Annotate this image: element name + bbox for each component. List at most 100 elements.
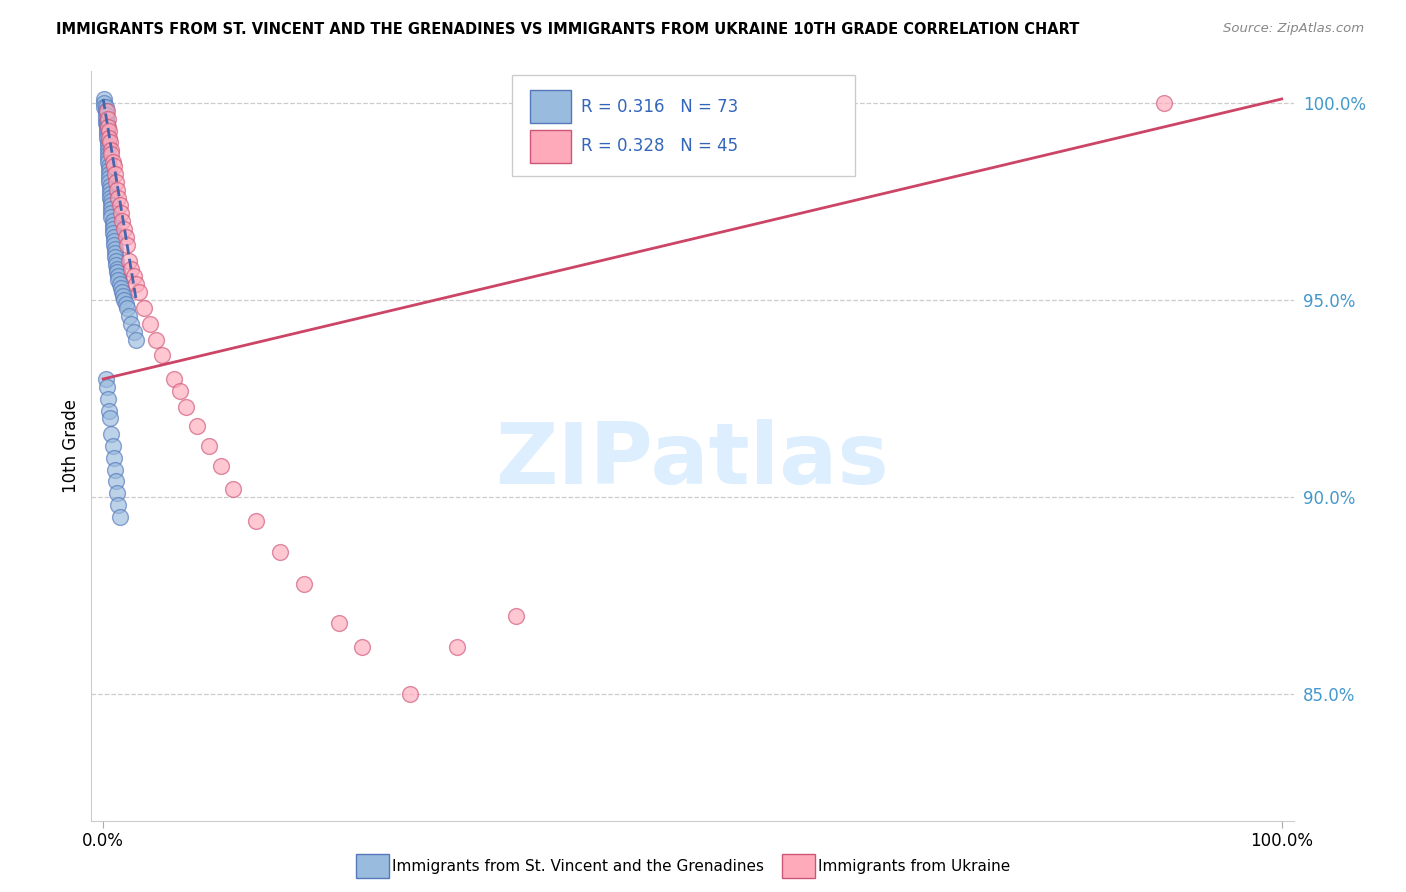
Point (97, 155, 120, 169)
Point (103, 238, 125, 252)
Point (105, 253, 128, 268)
Point (98, 186, 121, 201)
Point (105, 486, 128, 500)
Point (112, 289, 135, 303)
Point (120, 317, 143, 331)
Point (122, 269, 145, 284)
FancyBboxPatch shape (530, 130, 571, 162)
Point (96, 120, 118, 134)
Point (104, 250, 127, 264)
Point (107, 190, 129, 204)
Point (103, 230, 125, 244)
Point (93, 92, 115, 106)
Point (101, 226, 124, 240)
Point (97, 143, 120, 157)
Point (96, 131, 118, 145)
Point (98, 159, 121, 173)
Point (94, 112, 117, 126)
Point (169, 384, 191, 398)
Point (100, 198, 122, 212)
Point (98, 163, 121, 178)
Point (505, 608, 527, 623)
Point (139, 317, 162, 331)
Point (107, 498, 129, 512)
Point (104, 167, 127, 181)
Point (328, 616, 350, 631)
Point (103, 450, 125, 465)
Point (94, 100, 117, 114)
Point (98, 123, 121, 137)
Point (94, 115, 117, 129)
Point (103, 234, 125, 248)
Point (125, 333, 148, 347)
Point (97, 392, 120, 406)
Point (101, 439, 124, 453)
Point (107, 273, 129, 287)
Text: Immigrants from Ukraine: Immigrants from Ukraine (818, 859, 1011, 873)
Point (98, 136, 121, 150)
Point (104, 242, 127, 256)
Point (446, 640, 468, 654)
Text: Source: ZipAtlas.com: Source: ZipAtlas.com (1223, 22, 1364, 36)
Point (105, 475, 128, 489)
Point (93, 100, 115, 114)
Point (111, 285, 134, 300)
Point (112, 293, 135, 307)
Point (115, 301, 138, 315)
Point (96, 115, 118, 129)
Point (107, 269, 129, 284)
Point (114, 297, 136, 311)
Point (105, 261, 128, 276)
Point (103, 159, 125, 173)
Point (94, 103, 117, 118)
Point (128, 285, 150, 300)
Point (222, 483, 245, 497)
Point (100, 202, 122, 217)
Point (118, 309, 141, 323)
Point (111, 214, 134, 228)
Point (112, 222, 135, 236)
Point (186, 419, 208, 434)
Point (101, 218, 124, 232)
Point (174, 400, 197, 414)
Point (96, 380, 118, 394)
Point (125, 277, 148, 292)
Point (101, 222, 124, 236)
Point (110, 206, 132, 220)
Point (94, 372, 117, 386)
Point (98, 411, 121, 425)
Point (104, 463, 127, 477)
Point (98, 190, 121, 204)
Point (108, 198, 131, 212)
Point (100, 206, 122, 220)
Point (100, 147, 122, 161)
Point (97, 147, 120, 161)
Text: Immigrants from St. Vincent and the Grenadines: Immigrants from St. Vincent and the Gren… (392, 859, 765, 873)
Text: ZIPatlas: ZIPatlas (495, 419, 890, 502)
Point (108, 510, 131, 524)
Point (98, 167, 121, 181)
Y-axis label: 10th Grade: 10th Grade (62, 399, 80, 493)
Point (100, 143, 122, 157)
Point (118, 253, 141, 268)
Point (150, 348, 173, 362)
Text: R = 0.316   N = 73: R = 0.316 N = 73 (581, 97, 738, 116)
Point (114, 230, 136, 244)
Point (115, 238, 138, 252)
FancyBboxPatch shape (530, 90, 571, 123)
Point (98, 403, 121, 417)
Point (96, 103, 118, 118)
Point (97, 151, 120, 165)
Point (101, 214, 124, 228)
Point (120, 261, 143, 276)
Point (198, 439, 221, 453)
Point (98, 175, 121, 189)
Point (209, 458, 232, 473)
Point (97, 136, 120, 150)
Point (105, 175, 128, 189)
Point (97, 112, 120, 126)
Point (98, 178, 121, 193)
Point (245, 514, 267, 528)
FancyBboxPatch shape (512, 75, 855, 177)
Point (97, 139, 120, 153)
